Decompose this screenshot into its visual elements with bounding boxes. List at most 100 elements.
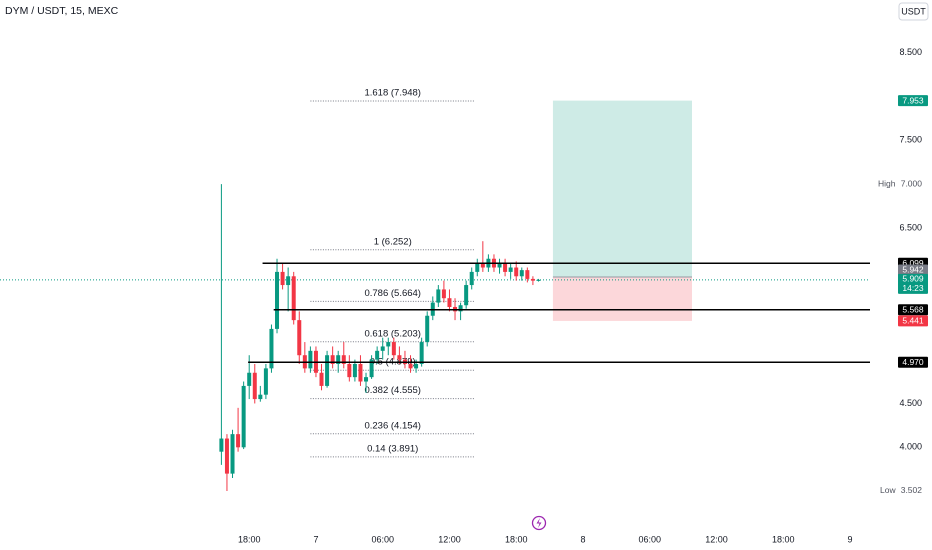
level-price-label-box — [898, 356, 928, 368]
profit-zone — [552, 100, 692, 277]
level-price-label: 5.568 — [902, 305, 924, 315]
low-marker-value: 3.502 — [901, 485, 923, 495]
candle-body — [247, 372, 252, 386]
y-tick-label: 4.000 — [899, 442, 922, 452]
candle-body — [369, 359, 374, 378]
candle-body — [380, 346, 385, 351]
fib-label: 0.786 (5.664) — [364, 288, 421, 299]
level-price-label: 6.099 — [902, 258, 924, 268]
candle-body — [391, 342, 396, 356]
candle-body — [497, 263, 502, 268]
last-price-label: 5.909 — [902, 274, 924, 284]
candle-body — [286, 276, 291, 286]
candle-body — [364, 377, 369, 382]
candle-body — [258, 394, 263, 400]
candle-body — [514, 267, 519, 277]
x-tick-label: 06:00 — [638, 534, 661, 544]
icon-bolt[interactable] — [536, 518, 542, 528]
candle-body — [408, 363, 413, 369]
candle-body — [480, 263, 485, 268]
x-tick-label: 06:00 — [371, 534, 394, 544]
candle-body — [269, 328, 274, 369]
fib-label: 1 (6.252) — [374, 236, 412, 247]
candle-body — [275, 271, 280, 329]
currency-button[interactable]: USDT — [898, 2, 929, 21]
x-tick-label: 7 — [313, 534, 318, 544]
level-price-label-box — [898, 304, 928, 316]
candle-body — [358, 363, 363, 382]
x-tick-label: 12:00 — [438, 534, 461, 544]
candle-body — [308, 350, 313, 369]
candle-body — [469, 271, 474, 286]
candle-body — [352, 363, 357, 378]
candle-body — [386, 342, 391, 347]
fib-label: 1.618 (7.948) — [364, 88, 421, 99]
x-tick-label: 12:00 — [705, 534, 728, 544]
candle-body — [436, 289, 441, 303]
candle-body — [536, 279, 541, 281]
candle-body — [224, 438, 229, 474]
candle-body — [397, 355, 402, 360]
candle-body — [425, 315, 430, 343]
candle-body — [236, 434, 241, 448]
level-price-label: 4.970 — [902, 357, 924, 367]
candle-body — [464, 285, 469, 306]
symbol-title: DYM / USDT, 15, MEXC — [5, 5, 119, 17]
candle-body — [341, 355, 346, 364]
replay-icon[interactable] — [531, 515, 547, 531]
candle-body — [330, 355, 335, 364]
fib-label: 0.236 (4.154) — [364, 420, 421, 431]
high-marker-name: High — [878, 178, 896, 188]
target-price-label: 7.953 — [902, 95, 924, 105]
x-tick-label: 9 — [847, 534, 852, 544]
candle-body — [325, 355, 330, 386]
fib-label: 0.14 (3.891) — [367, 443, 418, 454]
entry-price-label: 5.942 — [902, 265, 924, 275]
candle-body — [419, 342, 424, 364]
candle-body — [347, 363, 352, 378]
candle-body — [219, 438, 224, 452]
candle-body — [519, 270, 524, 277]
candle-body — [525, 270, 530, 279]
candle-body — [263, 368, 268, 395]
loss-zone — [552, 276, 692, 321]
y-tick-label: 4.500 — [899, 398, 922, 408]
countdown-label: 14:23 — [902, 283, 924, 293]
candle-body — [503, 263, 508, 272]
stop-price-label: 5.441 — [902, 316, 924, 326]
candle-body — [441, 289, 446, 299]
high-marker-value: 7.000 — [901, 178, 923, 188]
candle-body — [458, 305, 463, 312]
candle-body — [291, 276, 296, 321]
entry-price-label-box — [898, 264, 928, 276]
fib-label: 0.618 (5.203) — [364, 328, 421, 339]
candle-body — [414, 363, 419, 369]
candle-body — [230, 434, 235, 474]
candle-body — [241, 385, 246, 448]
x-tick-label: 18:00 — [772, 534, 795, 544]
x-tick-label: 18:00 — [238, 534, 261, 544]
y-tick-label: 6.500 — [899, 222, 922, 232]
candle-body — [319, 372, 324, 386]
candle-body — [297, 320, 302, 356]
candle-body — [508, 267, 513, 272]
candle-body — [252, 372, 257, 400]
candle-body — [530, 278, 535, 281]
target-price-label-box — [898, 95, 928, 107]
button-label[interactable]: USDT — [901, 6, 926, 16]
stop-price-label-box — [898, 315, 928, 327]
last-price-label-box — [898, 273, 928, 294]
candle-body — [447, 298, 452, 307]
y-tick-label: 7.500 — [899, 135, 922, 145]
y-tick-label: 8.500 — [899, 47, 922, 57]
candle-body — [475, 263, 480, 272]
icon-circle[interactable] — [531, 515, 547, 531]
candle-body — [375, 350, 380, 360]
button-frame[interactable] — [898, 2, 929, 21]
low-marker-name: Low — [880, 485, 896, 495]
candle-body — [280, 271, 285, 286]
candle-body — [336, 355, 341, 364]
fib-label: 0.382 (4.555) — [364, 385, 421, 396]
x-tick-label: 8 — [580, 534, 585, 544]
